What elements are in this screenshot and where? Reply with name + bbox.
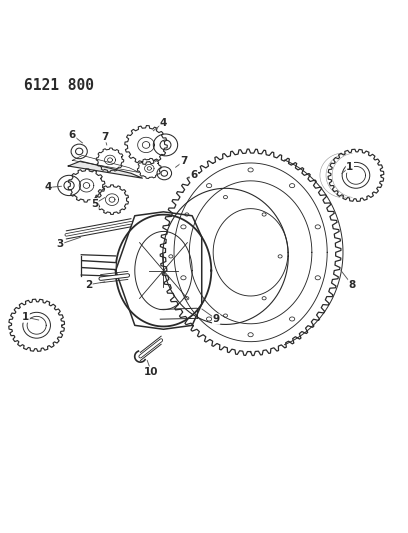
Text: 7: 7 (101, 132, 109, 142)
Text: 4: 4 (44, 182, 52, 192)
Text: 6: 6 (190, 171, 197, 180)
Text: 8: 8 (348, 280, 355, 290)
Text: 1: 1 (22, 312, 29, 322)
Text: 10: 10 (144, 367, 159, 377)
Polygon shape (68, 161, 142, 178)
Text: 6121 800: 6121 800 (24, 78, 94, 93)
Text: 2: 2 (85, 280, 92, 290)
Text: 1: 1 (346, 162, 353, 172)
Text: 5: 5 (91, 199, 98, 209)
Text: 7: 7 (180, 156, 187, 166)
Text: 4: 4 (160, 118, 167, 127)
Text: 3: 3 (57, 239, 64, 249)
Text: 9: 9 (213, 314, 220, 324)
Text: 6: 6 (69, 130, 76, 140)
